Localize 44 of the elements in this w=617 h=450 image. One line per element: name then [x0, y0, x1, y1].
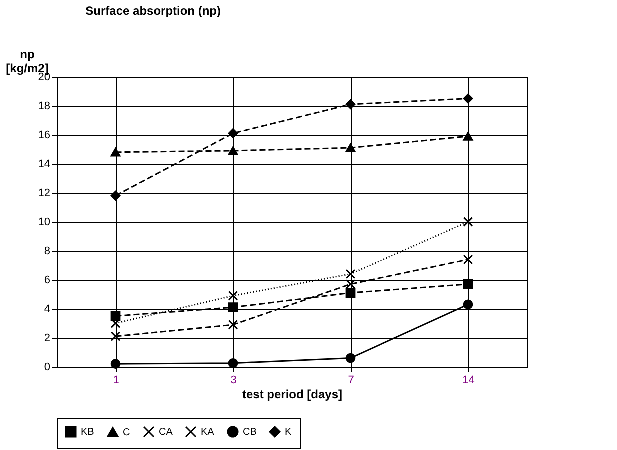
x-tick-label: 1 [113, 374, 120, 386]
legend-label: K [285, 427, 292, 438]
point [346, 279, 356, 290]
point [228, 291, 238, 301]
point [346, 144, 356, 152]
point [228, 358, 238, 368]
chart-title: Surface absorption (np) [86, 4, 222, 18]
point [228, 146, 238, 156]
point [463, 300, 474, 310]
legend-label: KB [81, 427, 95, 438]
y-tick-label: 18 [38, 100, 50, 112]
point [463, 132, 474, 141]
y-tick-label: 2 [44, 332, 50, 344]
legend-label: KA [201, 427, 215, 438]
y-tick-label: 16 [38, 130, 50, 142]
y-tick-label: 6 [44, 274, 50, 286]
point [463, 217, 474, 227]
y-tick-label: 8 [44, 246, 50, 258]
legend-label: CA [159, 427, 174, 438]
point [110, 148, 121, 157]
point [463, 279, 474, 290]
x-axis-title: test period [days] [242, 388, 343, 402]
point [346, 100, 356, 110]
point [110, 359, 121, 370]
point [228, 302, 238, 312]
point [110, 332, 121, 342]
point [463, 254, 474, 265]
point [346, 288, 356, 298]
point [346, 353, 356, 364]
y-tick-label: 10 [38, 216, 50, 228]
point [228, 128, 238, 138]
y-tick-label: 12 [38, 188, 50, 200]
x-tick-label: 14 [462, 374, 475, 386]
legend-label: CB [243, 427, 258, 438]
x-tick-label: 7 [348, 374, 354, 386]
y-tick-label: 14 [38, 158, 50, 170]
legend-label: C [123, 427, 130, 438]
y-tick-label: 0 [44, 362, 50, 374]
point [463, 94, 474, 104]
y-tick-label: 4 [44, 304, 50, 316]
point [110, 190, 121, 201]
point [346, 269, 356, 280]
point [228, 320, 238, 330]
x-tick-label: 3 [230, 374, 237, 386]
